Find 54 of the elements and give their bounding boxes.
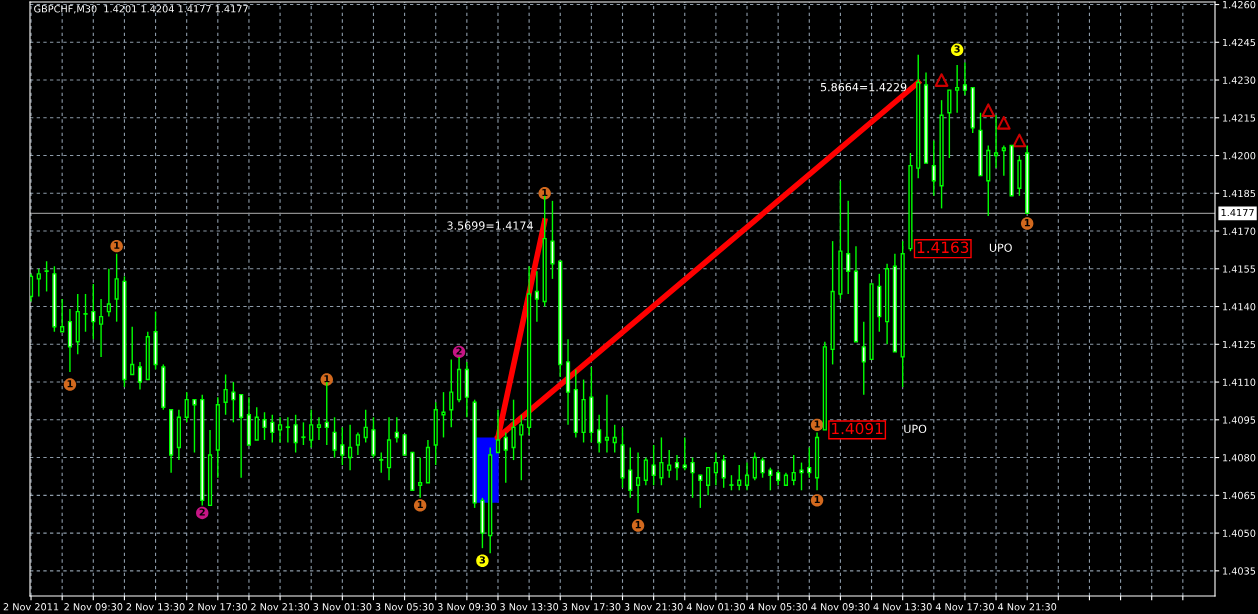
y-tick-label: 1.4035 [1223, 567, 1256, 575]
annotation: 1 [1024, 219, 1030, 227]
annotation: 1 [67, 380, 73, 388]
x-tick-label: 2 Nov 09:30 [64, 603, 123, 611]
chart-title: GBPCHF,M30 1.4201 1.4204 1.4177 1.4177 [34, 5, 248, 14]
x-tick-label: 3 Nov 17:30 [562, 603, 621, 611]
x-tick-label: 2 Nov 2011 [3, 603, 59, 611]
annotation: 2 [456, 347, 462, 355]
y-tick-label: 1.4260 [1223, 0, 1256, 9]
annotation: 2 [199, 508, 205, 516]
y-tick-label: 1.4125 [1223, 340, 1256, 349]
x-tick-label: 4 Nov 13:30 [873, 603, 932, 611]
y-tick-label: 1.4095 [1223, 416, 1256, 424]
y-tick-label: 1.4080 [1223, 454, 1256, 462]
x-tick-label: 2 Nov 17:30 [188, 603, 247, 611]
annotation: 1 [814, 420, 820, 428]
annotation: 1 [324, 375, 330, 383]
x-tick-label: 3 Nov 05:30 [375, 603, 434, 611]
data-label: 5.8664=1.4229 [820, 82, 907, 92]
data-label: 3.5699=1.4174 [447, 221, 533, 230]
y-tick-label: 1.4215 [1223, 114, 1256, 122]
y-tick-label: 1.4140 [1223, 303, 1256, 311]
y-tick-label: 1.4050 [1223, 529, 1256, 537]
y-tick-label: 1.4185 [1223, 189, 1256, 198]
x-tick-label: 4 Nov 09:30 [811, 603, 870, 611]
y-tick-label: 1.4230 [1223, 76, 1256, 84]
x-tick-label: 3 Nov 01:30 [313, 603, 372, 611]
x-tick-label: 2 Nov 21:30 [251, 603, 310, 611]
annotation: 3 [954, 45, 960, 53]
annotation: 3 [479, 556, 486, 564]
annotation: 1 [417, 500, 423, 509]
annotation: 1 [114, 241, 120, 249]
x-tick-label: 2 Nov 13:30 [126, 603, 185, 611]
annotation: 1 [635, 521, 641, 529]
x-tick-label: 4 Nov 21:30 [997, 603, 1057, 611]
annotation: 1.4091 [832, 422, 883, 435]
annotation: 1.4163 [917, 241, 969, 254]
annotation: 1 [814, 495, 820, 504]
y-tick-label: 1.4170 [1223, 227, 1256, 235]
x-tick-label: 3 Nov 21:30 [624, 603, 683, 611]
x-tick-label: 4 Nov 01:30 [686, 603, 745, 611]
annotation: UPO [989, 243, 1012, 252]
annotation: 1 [542, 188, 548, 196]
x-tick-label: 3 Nov 13:30 [500, 603, 559, 611]
x-tick-label: 3 Nov 09:30 [437, 603, 496, 611]
y-tick-label: 1.4155 [1223, 265, 1256, 273]
y-tick-label: 1.4065 [1223, 491, 1256, 500]
y-tick-label: 1.4200 [1223, 152, 1256, 160]
y-tick-label: 1.4110 [1223, 378, 1256, 386]
ref-line-label: 1.4177 [1221, 209, 1254, 217]
annotation: UPO [904, 424, 927, 434]
x-tick-label: 4 Nov 05:30 [748, 603, 808, 611]
y-tick-label: 1.4245 [1223, 38, 1256, 47]
x-tick-label: 4 Nov 17:30 [935, 603, 994, 611]
